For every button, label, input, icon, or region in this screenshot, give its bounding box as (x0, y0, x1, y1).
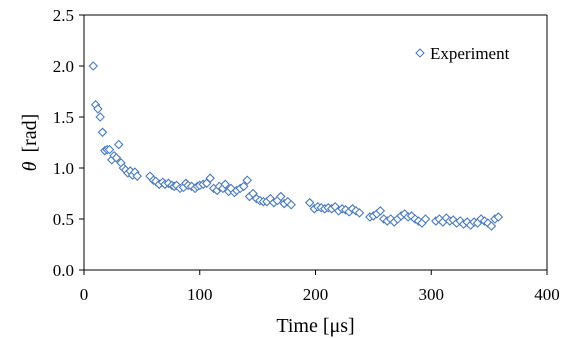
x-axis-title: Time [μs] (276, 315, 354, 337)
x-axis-ticks: 0 100 200 300 400 (80, 270, 560, 304)
plot-area (83, 14, 548, 271)
y-axis-ticks: 0.0 0.5 1.0 1.5 2.0 2.5 (53, 6, 84, 280)
y-tick-label: 1.0 (53, 159, 74, 178)
y-tick-label: 2.5 (53, 6, 74, 25)
data-point (95, 112, 105, 122)
data-point (420, 214, 431, 224)
x-tick-label: 400 (534, 285, 560, 304)
data-point (88, 61, 99, 71)
data-point (238, 181, 249, 192)
legend-marker-icon (415, 48, 425, 58)
data-point (286, 199, 296, 210)
data-point (104, 144, 115, 155)
y-axis-title: θ [rad] (19, 114, 41, 172)
legend: Experiment (415, 44, 510, 63)
data-point (375, 206, 386, 216)
data-point (132, 171, 143, 181)
x-tick-label: 0 (80, 285, 89, 304)
data-point (93, 104, 103, 114)
x-tick-label: 300 (419, 285, 445, 304)
y-tick-label: 0.0 (53, 261, 74, 280)
data-point (205, 173, 215, 183)
data-markers (88, 61, 504, 231)
y-tick-label: 1.5 (53, 108, 74, 127)
legend-label: Experiment (430, 44, 510, 63)
data-point (113, 139, 124, 150)
data-point (486, 221, 497, 231)
data-point (242, 175, 252, 186)
data-point (493, 212, 504, 222)
data-point (354, 208, 365, 218)
y-axis-title-symbol: θ (19, 161, 41, 171)
y-axis-title-unit: [rad] (19, 114, 41, 153)
x-tick-label: 200 (303, 285, 329, 304)
y-tick-label: 0.5 (53, 210, 74, 229)
data-point (220, 179, 230, 190)
data-point (275, 191, 286, 202)
y-tick-label: 2.0 (53, 57, 74, 76)
data-point (111, 153, 122, 163)
x-tick-label: 100 (187, 285, 213, 304)
data-point (304, 197, 315, 208)
data-point (97, 127, 108, 138)
